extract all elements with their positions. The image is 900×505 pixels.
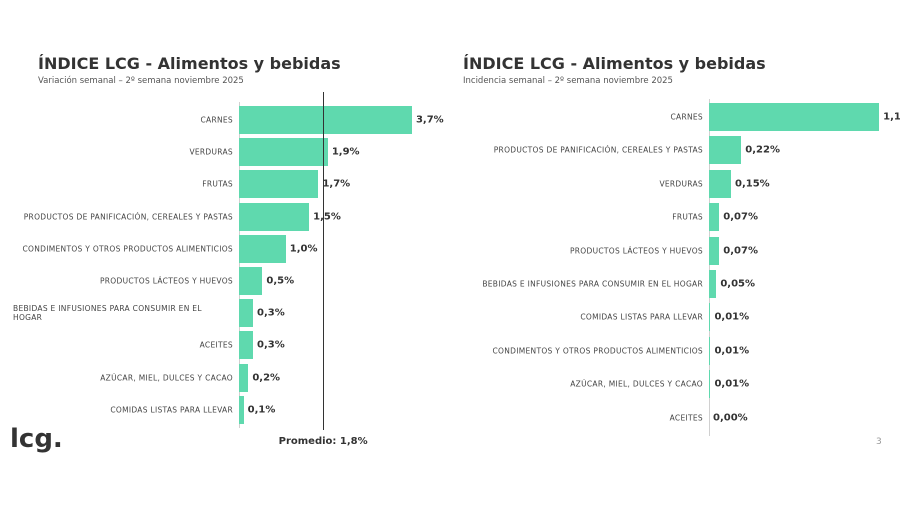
page-number: 3 [876,437,882,447]
category-label: FRUTAS [473,213,703,222]
value-label: 1,0% [289,243,318,255]
bar [239,267,263,295]
value-label: 0,3% [257,339,285,351]
category-text: FRUTAS [202,179,233,189]
category-label: BEBIDAS E INFUSIONES PARA CONSUMIR EN EL… [473,280,703,289]
value-label: 1,7% [322,178,351,190]
category-label: AZÚCAR, MIEL, DULCES Y CACAO [473,380,703,389]
value-label: 0,5% [266,275,295,287]
category-text: CARNES [200,115,233,125]
bar [239,202,310,231]
chart-title: ÍNDICE LCG - Alimentos y bebidas [463,54,766,73]
category-label: BEBIDAS E INFUSIONES PARA CONSUMIR EN EL… [13,304,233,322]
value-label: 0,05% [720,278,756,290]
category-text: PRODUCTOS DE PANIFICACIÓN, CEREALES Y PA… [493,145,703,155]
axis-line [239,102,240,428]
category-label: PRODUCTOS LÁCTEOS Y HUEVOS [13,277,233,286]
category-text: COMIDAS LISTAS PARA LLEVAR [110,405,233,415]
axis-line [709,99,710,436]
bar [709,270,717,298]
category-label: PRODUCTOS LÁCTEOS Y HUEVOS [473,246,703,255]
category-text: CONDIMENTOS Y OTROS PRODUCTOS ALIMENTICI… [22,244,233,254]
category-text: BEBIDAS E INFUSIONES PARA CONSUMIR EN EL… [482,279,703,289]
bar [709,370,711,399]
category-text: VERDURAS [659,179,703,189]
category-text: PRODUCTOS DE PANIFICACIÓN, CEREALES Y PA… [23,212,233,222]
bar [709,236,720,265]
category-text: PRODUCTOS LÁCTEOS Y HUEVOS [99,276,233,286]
value-label: 1,16% [883,111,900,123]
reference-label: Promedio: 1,8% [278,436,368,447]
category-text: CONDIMENTOS Y OTROS PRODUCTOS ALIMENTICI… [492,346,703,356]
value-label: 0,07% [723,245,758,257]
value-label: 0,3% [257,307,285,319]
category-label: CARNES [473,113,703,122]
value-label: 0,22% [745,144,780,156]
category-label: COMIDAS LISTAS PARA LLEVAR [473,313,703,322]
category-text: BEBIDAS E INFUSIONES PARA CONSUMIR EN EL… [13,304,202,323]
category-text: AZÚCAR, MIEL, DULCES Y CACAO [100,373,233,383]
category-label: ACEITES [473,413,703,422]
chart-subtitle: Variación semanal – 2º semana noviembre … [38,76,244,86]
chart-title: ÍNDICE LCG - Alimentos y bebidas [38,54,341,73]
category-label: PRODUCTOS DE PANIFICACIÓN, CEREALES Y PA… [13,212,233,221]
category-label: PRODUCTOS DE PANIFICACIÓN, CEREALES Y PA… [473,146,703,155]
category-text: COMIDAS LISTAS PARA LLEVAR [580,312,703,322]
value-label: 0,15% [735,178,770,190]
bar [709,336,711,365]
value-label: 1,9% [331,146,360,158]
bar [239,234,286,263]
category-text: VERDURAS [189,147,233,157]
value-label: 0,07% [723,211,758,223]
value-label: 0,01% [714,345,750,357]
value-label: 0,01% [714,378,750,390]
chart-subtitle: Incidencia semanal – 2º semana noviembre… [463,76,673,86]
value-label: 3,7% [415,114,444,126]
category-label: CONDIMENTOS Y OTROS PRODUCTOS ALIMENTICI… [13,244,233,253]
category-label: AZÚCAR, MIEL, DULCES Y CACAO [13,373,233,382]
category-label: CARNES [13,116,233,125]
value-label: 0,00% [713,412,748,424]
category-text: FRUTAS [672,212,703,222]
bar [239,395,244,424]
bar [709,303,711,332]
bar [239,106,412,134]
bar [239,363,249,392]
bar [239,299,254,328]
category-label: ACEITES [13,341,233,350]
bar [709,103,880,131]
category-text: PRODUCTOS LÁCTEOS Y HUEVOS [569,246,703,256]
category-text: ACEITES [199,340,233,350]
category-label: VERDURAS [473,179,703,188]
bar [239,138,328,167]
category-label: COMIDAS LISTAS PARA LLEVAR [13,405,233,414]
bar [709,203,720,232]
bar [239,331,254,360]
bar [709,169,731,198]
value-label: 0,01% [714,311,750,323]
value-label: 1,5% [313,211,341,223]
logo: lcg. [10,424,63,454]
category-label: VERDURAS [13,148,233,157]
category-text: CARNES [670,112,703,122]
bar [239,170,319,199]
value-label: 0,2% [252,372,281,384]
value-label: 0,1% [247,404,276,416]
bar [709,136,742,165]
reference-line [323,92,325,430]
category-text: AZÚCAR, MIEL, DULCES Y CACAO [570,379,703,389]
category-label: FRUTAS [13,180,233,189]
category-label: CONDIMENTOS Y OTROS PRODUCTOS ALIMENTICI… [473,346,703,355]
category-text: ACEITES [669,413,703,423]
